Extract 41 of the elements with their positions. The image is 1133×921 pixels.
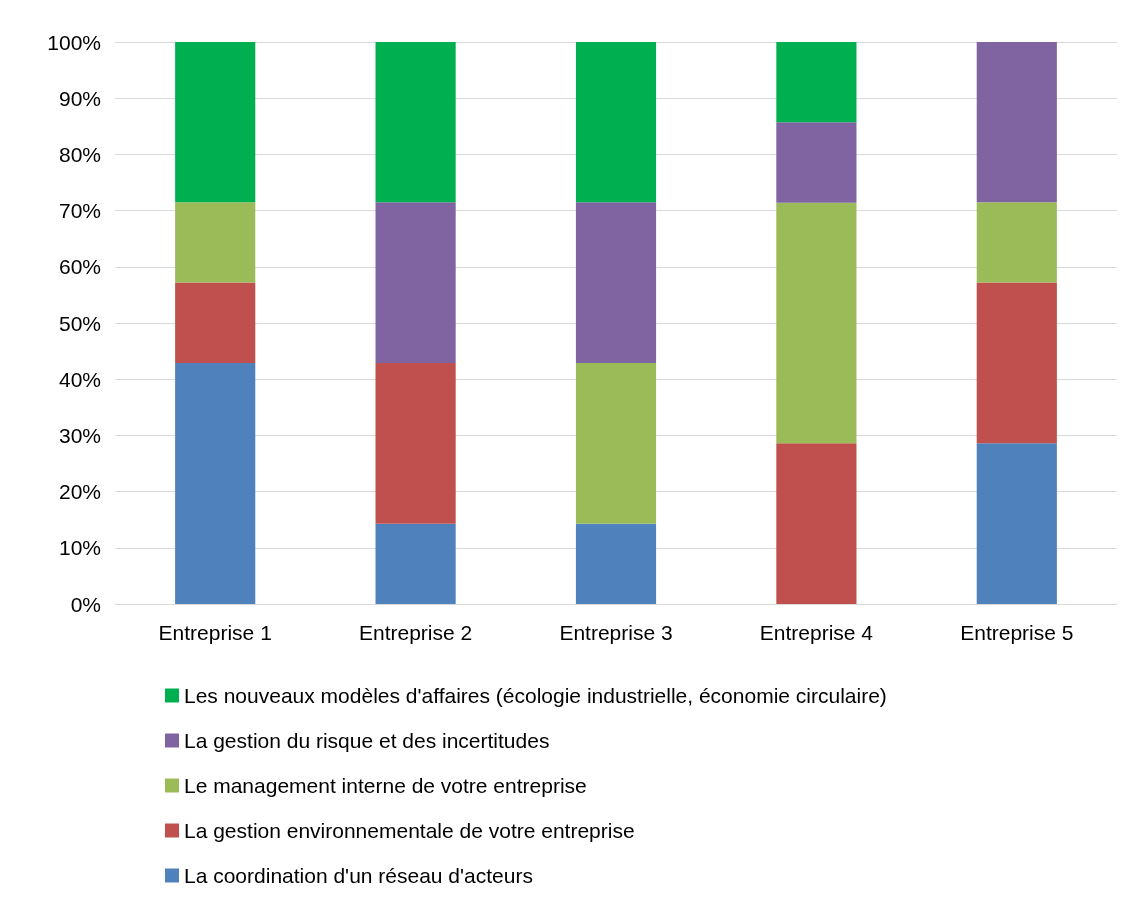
x-tick-label: Entreprise 2 [358, 621, 473, 644]
y-tick-label: 60% [58, 255, 101, 279]
bar [575, 202, 657, 363]
bar [976, 282, 1057, 444]
bar [776, 42, 857, 123]
bar [175, 282, 256, 363]
bar [175, 362, 256, 604]
bar [375, 42, 456, 203]
y-tick-label: 30% [58, 423, 101, 447]
bar [575, 523, 657, 604]
bar [575, 42, 657, 203]
legend-label: Le management interne de votre entreprise [184, 774, 587, 797]
bar [175, 42, 256, 203]
x-tick-label: Entreprise 5 [960, 621, 1074, 644]
bar [776, 443, 857, 604]
bar [375, 362, 456, 524]
legend-label: La gestion environnementale de votre entreprise [184, 819, 635, 842]
bar [175, 202, 256, 283]
y-tick-label: 90% [58, 86, 101, 110]
bar [776, 202, 857, 444]
bar [776, 122, 857, 203]
y-tick-label: 70% [58, 199, 101, 223]
bar [976, 42, 1057, 203]
x-tick-label: Entreprise 4 [759, 621, 874, 644]
y-tick-label: 10% [58, 536, 101, 560]
y-tick-label: 40% [58, 367, 101, 391]
legend-label: La coordination d'un réseau d'acteurs [184, 864, 533, 887]
x-tick-label: Entreprise 3 [559, 621, 673, 644]
x-tick-label: Entreprise 1 [158, 621, 272, 644]
legend-label: La gestion du risque et des incertitudes [184, 729, 550, 752]
bar [375, 202, 456, 363]
y-tick-label: 50% [58, 311, 101, 335]
legend-label: Les nouveaux modèles d'affaires (écologie industrielle, économie circulaire) [184, 684, 887, 707]
bar [375, 523, 456, 604]
bar [976, 202, 1057, 283]
y-tick-label: 80% [58, 142, 101, 166]
y-tick-label: 20% [58, 480, 101, 504]
y-tick-label: 100% [47, 30, 101, 54]
bar [976, 443, 1057, 604]
bar [575, 362, 657, 524]
y-tick-label: 0% [70, 592, 101, 616]
